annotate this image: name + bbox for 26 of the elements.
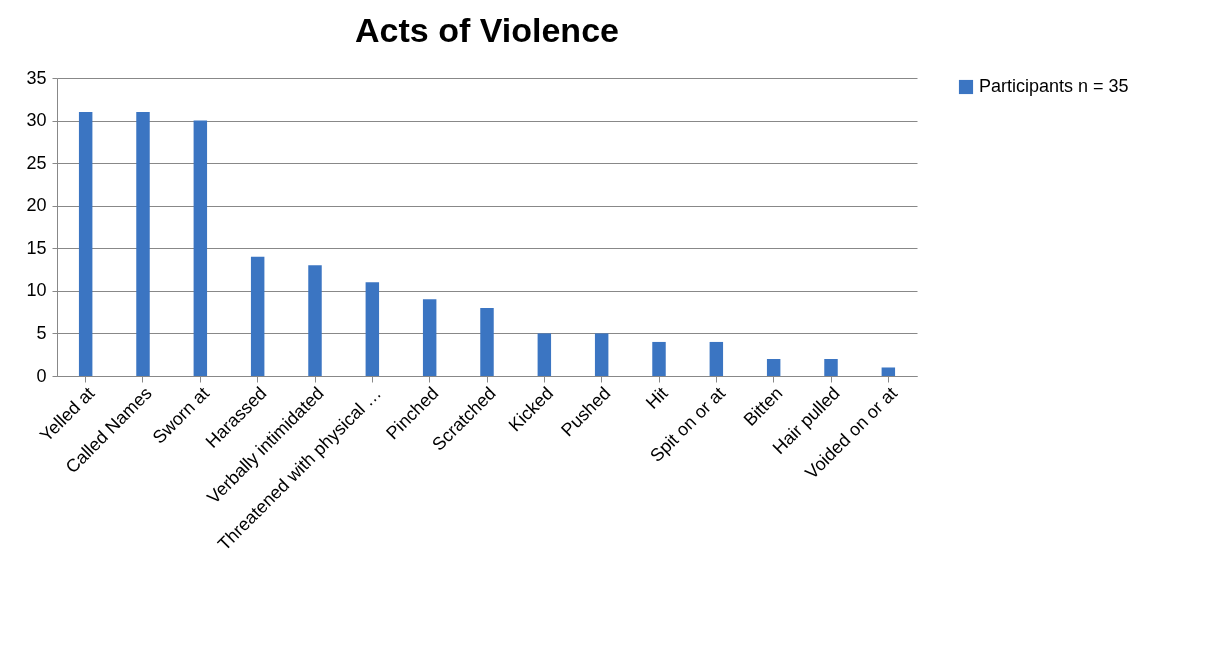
bar — [136, 112, 150, 376]
bar — [365, 282, 380, 376]
bar — [422, 299, 437, 376]
bar — [652, 341, 666, 376]
bar — [709, 341, 724, 376]
y-tick-label: 25 — [26, 152, 47, 173]
bar — [766, 358, 781, 376]
bar — [537, 333, 552, 376]
x-tick-label: Hit — [642, 383, 672, 413]
bar — [250, 256, 265, 376]
bar — [480, 307, 494, 376]
chart-title: Acts of Violence — [355, 11, 619, 49]
y-tick-label: 20 — [26, 195, 47, 216]
bar — [193, 120, 208, 376]
y-tick-label: 35 — [26, 67, 47, 88]
bar — [594, 333, 609, 376]
y-tick-label: 15 — [26, 237, 47, 258]
y-tick-label: 0 — [36, 365, 47, 386]
legend-label: Participants n = 35 — [979, 76, 1129, 96]
y-tick-label: 5 — [36, 322, 47, 343]
bar — [308, 265, 322, 376]
bar — [78, 112, 93, 376]
bar — [824, 358, 838, 376]
y-tick-label: 30 — [26, 110, 47, 131]
y-tick-label: 10 — [26, 280, 47, 301]
bar — [881, 367, 896, 376]
